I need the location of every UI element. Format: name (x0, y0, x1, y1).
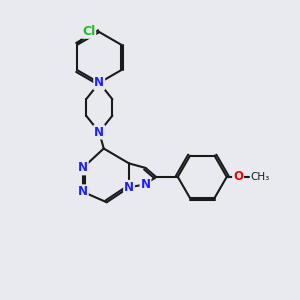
Text: CH₃: CH₃ (250, 172, 270, 182)
Text: N: N (94, 76, 104, 89)
Text: N: N (78, 161, 88, 174)
Text: N: N (124, 181, 134, 194)
Text: N: N (140, 178, 151, 191)
Text: N: N (78, 185, 88, 198)
Text: O: O (233, 170, 243, 183)
Text: Cl: Cl (82, 25, 95, 38)
Text: N: N (94, 126, 104, 139)
